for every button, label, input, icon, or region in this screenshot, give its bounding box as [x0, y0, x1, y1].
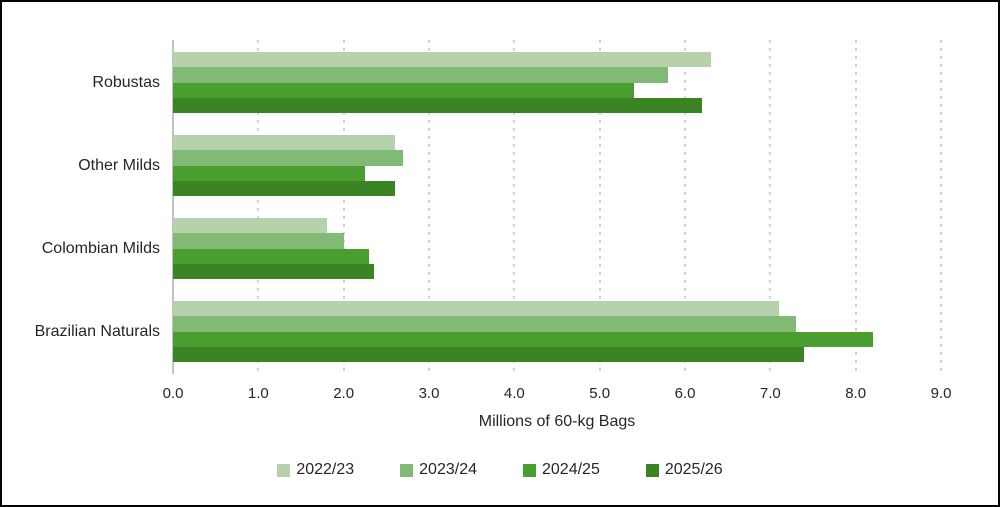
bar	[173, 248, 370, 264]
legend-swatch	[277, 463, 291, 477]
x-tick-label: 1.0	[247, 385, 269, 402]
bar	[173, 346, 805, 362]
bar	[173, 316, 796, 332]
y-axis-line	[172, 40, 174, 374]
bar	[173, 165, 365, 181]
x-tick-label: 0.0	[162, 385, 184, 402]
gridline	[257, 40, 260, 374]
legend-item: 2024/25	[523, 461, 600, 479]
category-label: Colombian Milds	[41, 239, 160, 257]
bar	[173, 263, 374, 279]
legend-label: 2022/23	[296, 461, 355, 478]
bar	[173, 135, 395, 151]
x-tick-label: 7.0	[759, 385, 781, 402]
bar	[173, 97, 703, 113]
gridline	[598, 40, 601, 374]
x-tick-label: 8.0	[845, 385, 867, 402]
legend-swatch	[523, 463, 536, 477]
legend-swatch	[400, 463, 414, 477]
x-tick-label: 4.0	[503, 385, 525, 402]
category-label: Brazilian Naturals	[34, 322, 160, 340]
plot-area	[172, 40, 942, 374]
bar	[173, 301, 779, 317]
bar	[173, 180, 395, 196]
legend-label: 2025/26	[664, 461, 723, 478]
gridline	[854, 40, 857, 374]
legend-label: 2024/25	[542, 461, 600, 478]
legend-item: 2025/26	[645, 461, 723, 479]
legend: 2022/23 2023/24 2024/25 2025/26	[2, 461, 998, 479]
legend-label: 2023/24	[419, 461, 477, 478]
bar	[173, 233, 344, 249]
bar	[173, 218, 327, 234]
gridline	[684, 40, 686, 374]
gridline	[342, 40, 345, 374]
bar	[173, 52, 711, 68]
legend-item: 2022/23	[277, 461, 354, 479]
gridline	[428, 40, 430, 374]
x-axis-title: Millions of 60-kg Bags	[478, 413, 636, 430]
gridline	[513, 40, 516, 374]
legend-item: 2023/24	[400, 461, 477, 479]
x-tick-label: 5.0	[589, 385, 611, 402]
legend-swatch	[645, 463, 659, 477]
x-tick-label: 9.0	[930, 385, 952, 402]
bar	[173, 67, 668, 83]
bar	[173, 331, 873, 347]
bar	[173, 82, 634, 98]
gridline	[940, 40, 942, 374]
x-tick-label: 2.0	[333, 385, 355, 402]
gridline	[769, 40, 772, 374]
bar	[173, 150, 404, 166]
category-label: Other Milds	[78, 156, 160, 174]
x-tick-label: 6.0	[674, 385, 696, 402]
category-label: Robustas	[92, 73, 160, 91]
x-tick-label: 3.0	[418, 385, 440, 402]
